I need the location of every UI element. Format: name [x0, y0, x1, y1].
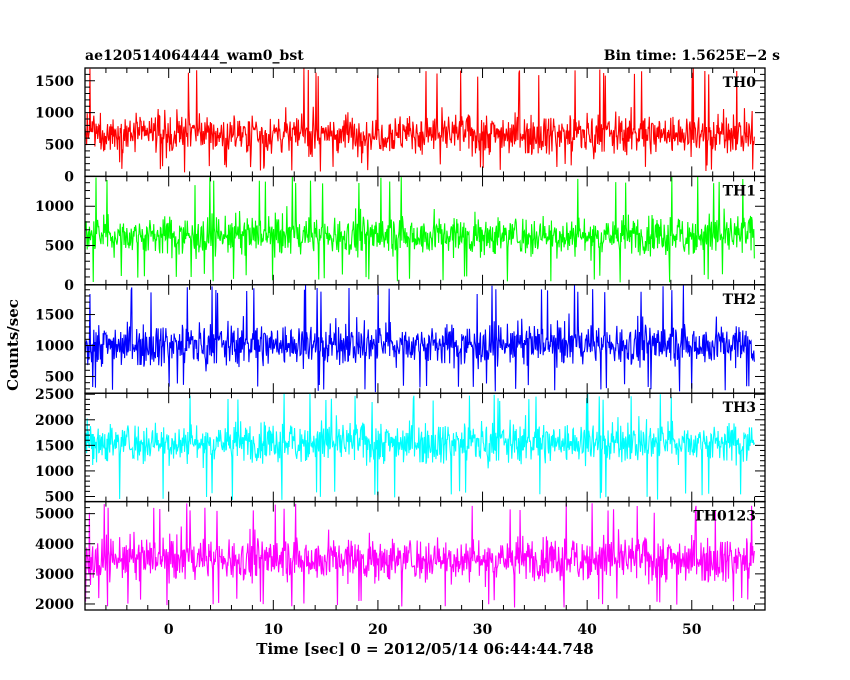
panel-label-th1: TH1 — [723, 183, 756, 199]
series-line-th1 — [85, 176, 755, 283]
x-tick-label: 0 — [164, 622, 174, 638]
panel-label-th3: TH3 — [723, 400, 756, 416]
panel-th0: 0 500 1000 1500 TH0 — [35, 67, 766, 185]
y-tick-label-th0: 500 — [45, 138, 74, 154]
x-axis-title: Time [sec] 0 = 2012/05/14 06:44:44.748 — [256, 640, 593, 658]
panel-label-th0: TH0 — [723, 75, 757, 91]
panels-group: 0 500 1000 1500 TH0 0 500 1000 TH1 500 1000 1500 TH2… — [35, 67, 766, 613]
series-line-th0123 — [85, 503, 755, 608]
panel-th1: 0 500 1000 TH1 — [35, 175, 766, 294]
y-tick-label-th1: 0 — [64, 278, 74, 294]
y-tick-label-th0123: 5000 — [35, 507, 74, 523]
y-tick-label-th0123: 2000 — [35, 597, 74, 613]
x-tick-label: 10 — [264, 622, 284, 638]
y-tick-label-th2: 1000 — [35, 339, 74, 355]
x-axis-tick-labels: 0 10 20 30 40 50 — [164, 622, 702, 638]
y-tick-label-th0: 0 — [64, 169, 74, 185]
panel-th0123: 2000 3000 4000 5000 TH0123 — [35, 500, 766, 613]
y-axis-title: Counts/sec — [4, 299, 22, 391]
y-tick-label-th2: 500 — [45, 369, 74, 385]
x-tick-label: 50 — [682, 622, 702, 638]
series-line-th3 — [85, 393, 755, 500]
y-tick-label-th3: 1000 — [35, 464, 74, 480]
chart-title-right: Bin time: 1.5625E−2 s — [604, 48, 780, 64]
y-tick-label-th3: 2000 — [35, 413, 74, 429]
series-line-th0 — [85, 68, 755, 173]
y-tick-label-th0123: 4000 — [35, 537, 74, 553]
panel-label-th2: TH2 — [723, 292, 756, 308]
panel-label-th0123: TH0123 — [693, 509, 756, 525]
y-tick-label-th0: 1500 — [35, 74, 74, 90]
chart-title-left: ae120514064444_wam0_bst — [85, 48, 304, 64]
series-line-th2 — [85, 285, 755, 393]
y-tick-label-th0: 1000 — [35, 106, 74, 122]
y-tick-label-th1: 500 — [45, 239, 74, 255]
x-tick-label: 30 — [473, 622, 493, 638]
y-tick-label-th1: 1000 — [35, 199, 74, 215]
y-tick-label-th3: 1500 — [35, 438, 74, 454]
y-tick-label-th2: 1500 — [35, 308, 74, 324]
y-tick-label-th3: 500 — [45, 489, 74, 505]
x-tick-label: 20 — [368, 622, 388, 638]
y-tick-label-th3: 2500 — [35, 387, 74, 403]
y-tick-label-th0123: 3000 — [35, 567, 74, 583]
panel-th2: 500 1000 1500 TH2 — [35, 284, 766, 394]
x-tick-label: 40 — [577, 622, 597, 638]
panel-th3: 500 1000 1500 2000 2500 TH3 — [35, 387, 766, 505]
